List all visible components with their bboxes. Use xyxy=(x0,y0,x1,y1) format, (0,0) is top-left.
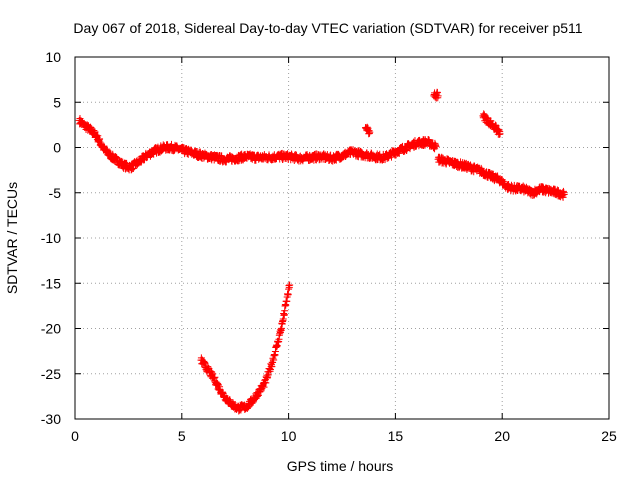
y-tick-label: -30 xyxy=(41,411,61,427)
data-point xyxy=(434,92,442,100)
data-point xyxy=(366,128,374,136)
x-tick-label: 10 xyxy=(281,428,297,444)
y-tick-label: -10 xyxy=(41,230,61,246)
chart-title: Day 067 of 2018, Sidereal Day-to-day VTE… xyxy=(73,20,582,36)
x-tick-label: 25 xyxy=(601,428,617,444)
data-point xyxy=(432,143,440,151)
data-point-fill xyxy=(262,379,270,387)
x-tick-label: 0 xyxy=(71,428,79,444)
y-tick-label: 5 xyxy=(53,94,61,110)
x-tick-label: 20 xyxy=(494,428,510,444)
data-point xyxy=(496,130,504,138)
y-tick-label: -15 xyxy=(41,275,61,291)
y-tick-label: -20 xyxy=(41,321,61,337)
grid-layer xyxy=(75,57,609,419)
y-tick-label: -5 xyxy=(49,185,62,201)
data-point xyxy=(560,191,568,199)
tick-layer: 0 5 10 15 20 25 -30 -25 -20 -15 -10 -5 0 5 10 xyxy=(41,49,617,444)
y-tick-label: -25 xyxy=(41,366,61,382)
y-tick-label: 10 xyxy=(45,49,61,65)
data-point xyxy=(286,281,294,289)
data-layer xyxy=(75,88,568,415)
x-tick-label: 15 xyxy=(388,428,404,444)
y-axis-label: SDTVAR / TECUs xyxy=(4,182,20,294)
x-axis-label: GPS time / hours xyxy=(287,458,394,474)
x-tick-label: 5 xyxy=(178,428,186,444)
data-point-fill xyxy=(94,132,102,140)
y-tick-label: 0 xyxy=(53,140,61,156)
